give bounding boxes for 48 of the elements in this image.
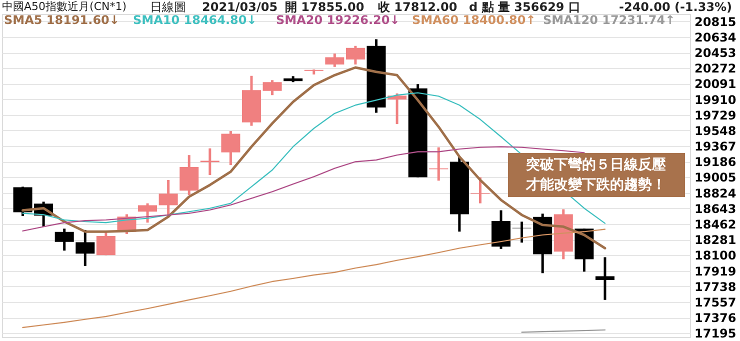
candlestick — [595, 256, 614, 302]
text: -240.00 (-1.33%) — [619, 0, 732, 14]
text: 日線圖 — [150, 0, 186, 14]
y-tick-label: 19005 — [694, 170, 736, 185]
text: 量 356629 口 — [497, 0, 580, 14]
text: d 點 — [469, 0, 494, 14]
y-tick-label: 19910 — [694, 92, 736, 107]
line-series — [22, 228, 606, 328]
text: SMA10 18464.80↓ — [133, 13, 257, 27]
y-tick-label: 18100 — [694, 248, 736, 263]
candlestick — [138, 202, 158, 224]
y-tick-label: 18643 — [694, 202, 736, 216]
text: 中國A50指數近月(CN*1) — [2, 0, 127, 13]
text: SMA20 19226.20↓ — [276, 13, 400, 27]
text: 開 17855.00 — [285, 0, 364, 14]
candlestick — [262, 78, 282, 96]
y-tick-label: 17195 — [694, 326, 736, 341]
candlestick — [180, 154, 199, 196]
candlestick — [429, 146, 448, 182]
y-tick-label: 17919 — [694, 264, 736, 278]
candlestick — [158, 178, 178, 219]
annotation: 突破下彎的５日線反壓 — [525, 156, 667, 173]
y-tick-label: 18824 — [694, 186, 736, 200]
text: 2021/03/05 — [202, 0, 278, 14]
text: SMA5 18191.60↓ — [4, 13, 120, 27]
y-tick-label: 20272 — [694, 62, 736, 76]
candlestick — [221, 130, 240, 166]
text: 收 17812.00 — [378, 0, 458, 14]
candlestick — [76, 228, 95, 268]
y-tick-label: 17738 — [694, 280, 736, 294]
text: SMA60 18400.80↑ — [412, 13, 536, 27]
y-tick-label: 20091 — [694, 77, 736, 92]
y-tick-label: 17557 — [694, 295, 736, 310]
text: SMA120 17231.74↑ — [543, 13, 676, 27]
candlestick — [346, 44, 365, 66]
y-tick-label: 20453 — [694, 46, 736, 60]
y-tick-label: 20815 — [694, 14, 736, 29]
annotation: 才能改變下跌的趨勢！ — [525, 176, 666, 193]
y-tick-label: 19548 — [694, 124, 736, 138]
candlestick — [54, 227, 74, 252]
candlestick — [325, 52, 344, 68]
y-tick-label: 19367 — [694, 140, 736, 154]
y-tick-label: 17376 — [694, 311, 736, 326]
y-tick-label: 18462 — [694, 217, 736, 232]
y-tick-label: 19186 — [694, 155, 736, 170]
y-tick-label: 19729 — [694, 108, 736, 122]
y-tick-label: 18281 — [694, 233, 736, 248]
y-tick-label: 20634 — [694, 30, 736, 44]
